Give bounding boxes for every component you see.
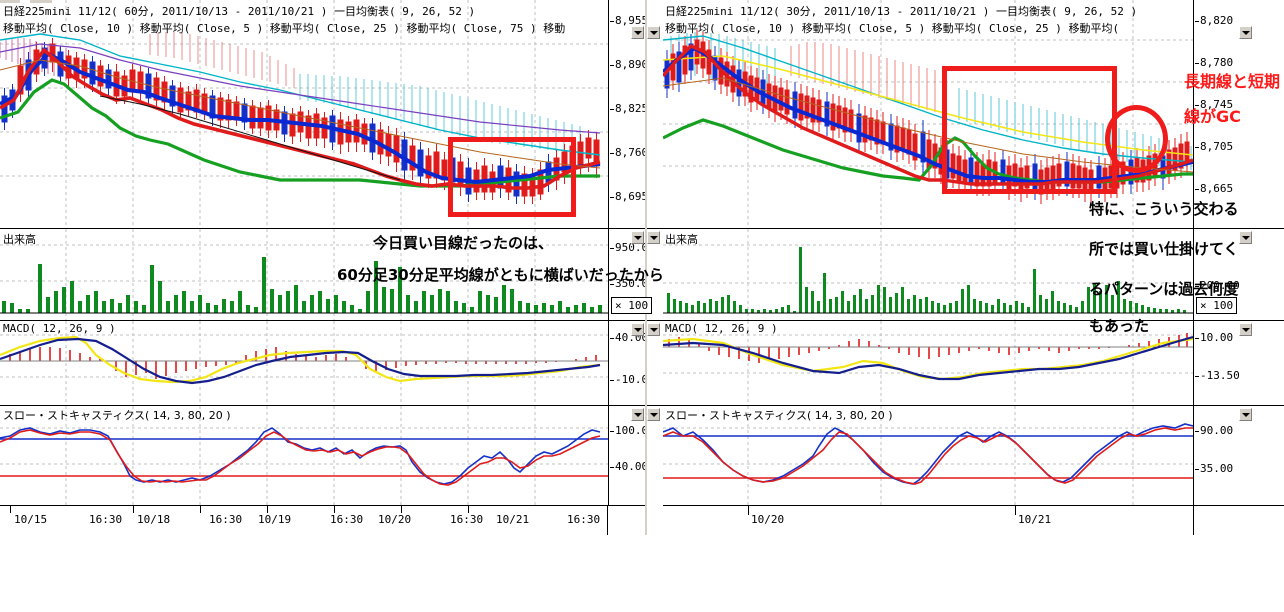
- stochastics-axis-label: 40.00: [609, 460, 649, 473]
- volume-axis-left: 950.00 350.00: [608, 229, 655, 321]
- chart-header-line2-left: 移動平均( Close, 10 ) 移動平均( Close, 5 ) 移動平均(…: [3, 22, 566, 35]
- x-axis-label: 16:30: [89, 513, 123, 526]
- volume-axis-label: 200.00: [1195, 279, 1240, 292]
- macd-chart-left[interactable]: [0, 321, 608, 405]
- x-axis-label: 10/20: [751, 513, 785, 526]
- annotation-right-line1: 特に、こういう交わる: [1089, 200, 1239, 218]
- price-axis-label: 8,955: [609, 14, 649, 27]
- chart-panel-right: 8,820 8,780 8,745 8,705 8,665 日経225mini …: [645, 0, 1284, 536]
- scroll-down-arrow-left-volume[interactable]: [631, 231, 644, 244]
- chart-header-line1-left: 日経225mini 11/12( 60分, 2011/10/13 - 2011/…: [3, 5, 476, 18]
- chart-panel-left: 8,955 8,890 8,825 8,760 8,695 日経225mini …: [0, 0, 664, 536]
- volume-panel-left: 950.00 350.00 出来高 × 100: [0, 228, 655, 321]
- volume-axis-right: 200.00: [1193, 229, 1240, 321]
- window-chrome-top-left: [0, 0, 20, 3]
- annotation-left-line1: 今日買い目線だったのは、: [373, 234, 554, 252]
- macd-panel-title-left: MACD( 12, 26, 9 ): [3, 322, 116, 335]
- stochastics-chart-right[interactable]: [663, 406, 1193, 505]
- annotation-right-line3: るパターンは過去何度: [1089, 280, 1239, 298]
- stochastics-panel-title-right: スロー・ストキャスティクス( 14, 3, 80, 20 ): [665, 409, 893, 422]
- stochastics-chart-left[interactable]: [0, 406, 608, 505]
- scroll-down-arrow-macd-right[interactable]: [1239, 323, 1252, 336]
- scroll-down-arrow-volume-right[interactable]: [1239, 231, 1252, 244]
- macd-panel-title-right: MACD( 12, 26, 9 ): [665, 322, 778, 335]
- price-axis-label: 8,695: [609, 190, 649, 203]
- annotation-right-line4: もあった: [1089, 317, 1150, 335]
- scroll-down-arrow-left-price[interactable]: [631, 26, 644, 39]
- volume-panel-title-right: 出来高: [665, 233, 698, 246]
- x-axis-left: 10/15 16:30 10/18 16:30 10/19 16:30 10/2…: [0, 505, 645, 536]
- stochastics-axis-label: 35.00: [1194, 462, 1234, 475]
- x-axis-label: 10/21: [1018, 513, 1052, 526]
- price-axis-label: 8,890: [609, 58, 649, 71]
- volume-axis-label: 350.00: [610, 277, 655, 290]
- chart-header-line2-right: 移動平均( Close, 10 ) 移動平均( Close, 5 ) 移動平均(…: [665, 22, 1120, 35]
- price-axis-label: 8,665: [1194, 182, 1234, 195]
- macd-panel-right: 10.00 -13.50 MACD( 12, 26, 9 ): [645, 320, 1284, 406]
- price-axis-left: 8,955 8,890 8,825 8,760 8,695: [608, 0, 649, 228]
- highlight-circle-right: [1105, 105, 1168, 173]
- window-chrome-top-mid: [30, 0, 52, 3]
- panel-divider: [645, 0, 647, 535]
- scroll-down-arrow-price[interactable]: [647, 26, 660, 39]
- scroll-down-arrow-macd[interactable]: [647, 323, 660, 336]
- price-axis-label: 8,780: [1194, 56, 1234, 69]
- annotation-right-line2: 所では買い仕掛けてく: [1089, 240, 1239, 258]
- price-axis-right: 8,820 8,780 8,745 8,705 8,665: [1193, 0, 1234, 228]
- stochastics-panel-title-left: スロー・ストキャスティクス( 14, 3, 80, 20 ): [3, 409, 231, 422]
- volume-chart-right[interactable]: [663, 229, 1193, 320]
- x-axis-label: 10/18: [137, 513, 171, 526]
- volume-chart-left[interactable]: [0, 229, 608, 320]
- stochastics-axis-right: 90.00 35.00: [1193, 406, 1234, 506]
- annotation-right-red-line2: 線がGC: [1184, 107, 1241, 126]
- macd-axis-label: -13.50: [1195, 369, 1240, 382]
- price-axis-label: 8,705: [1194, 140, 1234, 153]
- chart-header-line1-right: 日経225mini 11/12( 30分, 2011/10/13 - 2011/…: [665, 5, 1138, 18]
- x-axis-label: 10/20: [378, 513, 412, 526]
- price-axis-label: 8,745: [1194, 98, 1234, 111]
- scroll-down-arrow-price-right[interactable]: [1239, 26, 1252, 39]
- scroll-down-arrow-stochastics-right[interactable]: [1239, 408, 1252, 421]
- scroll-down-arrow-left-macd[interactable]: [631, 323, 644, 336]
- scroll-down-arrow-volume[interactable]: [647, 231, 660, 244]
- price-axis-label: 8,760: [609, 146, 649, 159]
- volume-axis-label: 950.00: [610, 241, 655, 254]
- x-axis-label: 16:30: [450, 513, 484, 526]
- macd-axis-label: -10.00: [610, 373, 655, 386]
- stochastics-panel-left: 100.00 40.00 スロー・ストキャスティクス( 14, 3, 80, 2…: [0, 405, 655, 506]
- price-chart-left[interactable]: [0, 0, 608, 228]
- scroll-down-arrow-stochastics[interactable]: [647, 408, 660, 421]
- x-axis-label: 10/15: [14, 513, 48, 526]
- macd-panel-left: 40.00 -10.00 MACD( 12, 26, 9 ): [0, 320, 655, 406]
- macd-axis-right: 10.00 -13.50: [1193, 321, 1240, 406]
- stochastics-axis-label: 100.00: [610, 424, 655, 437]
- highlight-rectangle-left: [448, 137, 576, 217]
- price-axis-label: 8,825: [609, 102, 649, 115]
- volume-panel-title-left: 出来高: [3, 233, 36, 246]
- stochastics-axis-left: 100.00 40.00: [608, 406, 655, 506]
- price-axis-label: 8,820: [1194, 14, 1234, 27]
- x-axis-right: 10/20 10/21: [663, 505, 1284, 536]
- annotation-left-line2: 60分足30分足平均線がともに横ばいだったから: [337, 266, 664, 284]
- volume-multiplier-right: × 100: [1196, 297, 1238, 314]
- x-axis-label: 10/21: [496, 513, 530, 526]
- x-axis-label: 10/19: [258, 513, 292, 526]
- stochastics-axis-label: 90.00: [1194, 424, 1234, 437]
- bottom-blank-strip: [0, 535, 1284, 612]
- x-axis-label: 16:30: [330, 513, 364, 526]
- volume-panel-right: 200.00 出来高 × 100: [645, 228, 1284, 321]
- annotation-right-red-line1: 長期線と短期: [1184, 72, 1281, 91]
- highlight-rectangle-right: [942, 66, 1117, 194]
- stochastics-panel-right: 90.00 35.00 スロー・ストキャスティクス( 14, 3, 80, 20…: [645, 405, 1284, 506]
- x-axis-label: 16:30: [567, 513, 601, 526]
- macd-axis-label: 10.00: [1194, 331, 1234, 344]
- volume-multiplier-left: × 100: [611, 297, 653, 314]
- scroll-down-arrow-left-stoch[interactable]: [631, 408, 644, 421]
- x-axis-label: 16:30: [209, 513, 243, 526]
- macd-chart-right[interactable]: [663, 321, 1193, 405]
